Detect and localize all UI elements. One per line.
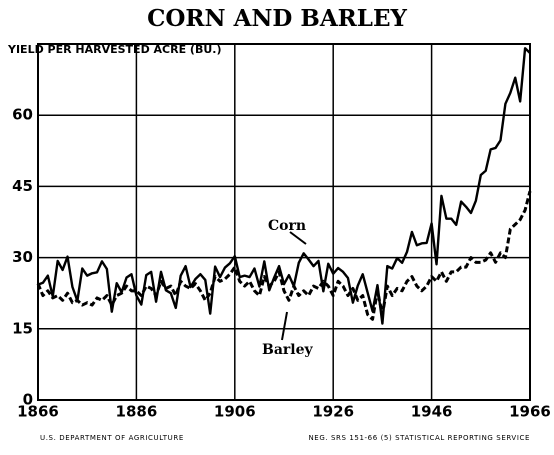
footer-right: NEG. SRS 151-66 (5) STATISTICAL REPORTIN… <box>308 434 530 442</box>
plot-frame <box>37 43 531 401</box>
y-tick-label: 45 <box>12 177 33 195</box>
y-tick-label: 30 <box>12 248 33 266</box>
y-tick-label: 0 <box>23 391 33 409</box>
annotation-arrow <box>281 311 288 341</box>
y-tick-label: 15 <box>12 319 33 337</box>
x-tick-label: 1866 <box>17 403 59 421</box>
series-line <box>36 190 532 321</box>
y-tick-label: 60 <box>12 106 33 124</box>
x-tick-label: 1946 <box>411 403 453 421</box>
x-tick-label: 1906 <box>214 403 256 421</box>
annotation: Corn <box>268 218 306 234</box>
footer-left: U.S. DEPARTMENT OF AGRICULTURE <box>40 434 184 442</box>
annotation-arrow <box>289 231 307 245</box>
annotation: Barley <box>262 342 314 358</box>
series-line <box>37 47 531 325</box>
x-tick-label: 1886 <box>116 403 158 421</box>
chart-title: CORN AND BARLEY <box>147 5 407 32</box>
x-tick-label: 1966 <box>509 403 551 421</box>
y-axis-label: YIELD PER HARVESTED ACRE (BU.) <box>7 43 222 56</box>
x-tick-label: 1926 <box>312 403 354 421</box>
